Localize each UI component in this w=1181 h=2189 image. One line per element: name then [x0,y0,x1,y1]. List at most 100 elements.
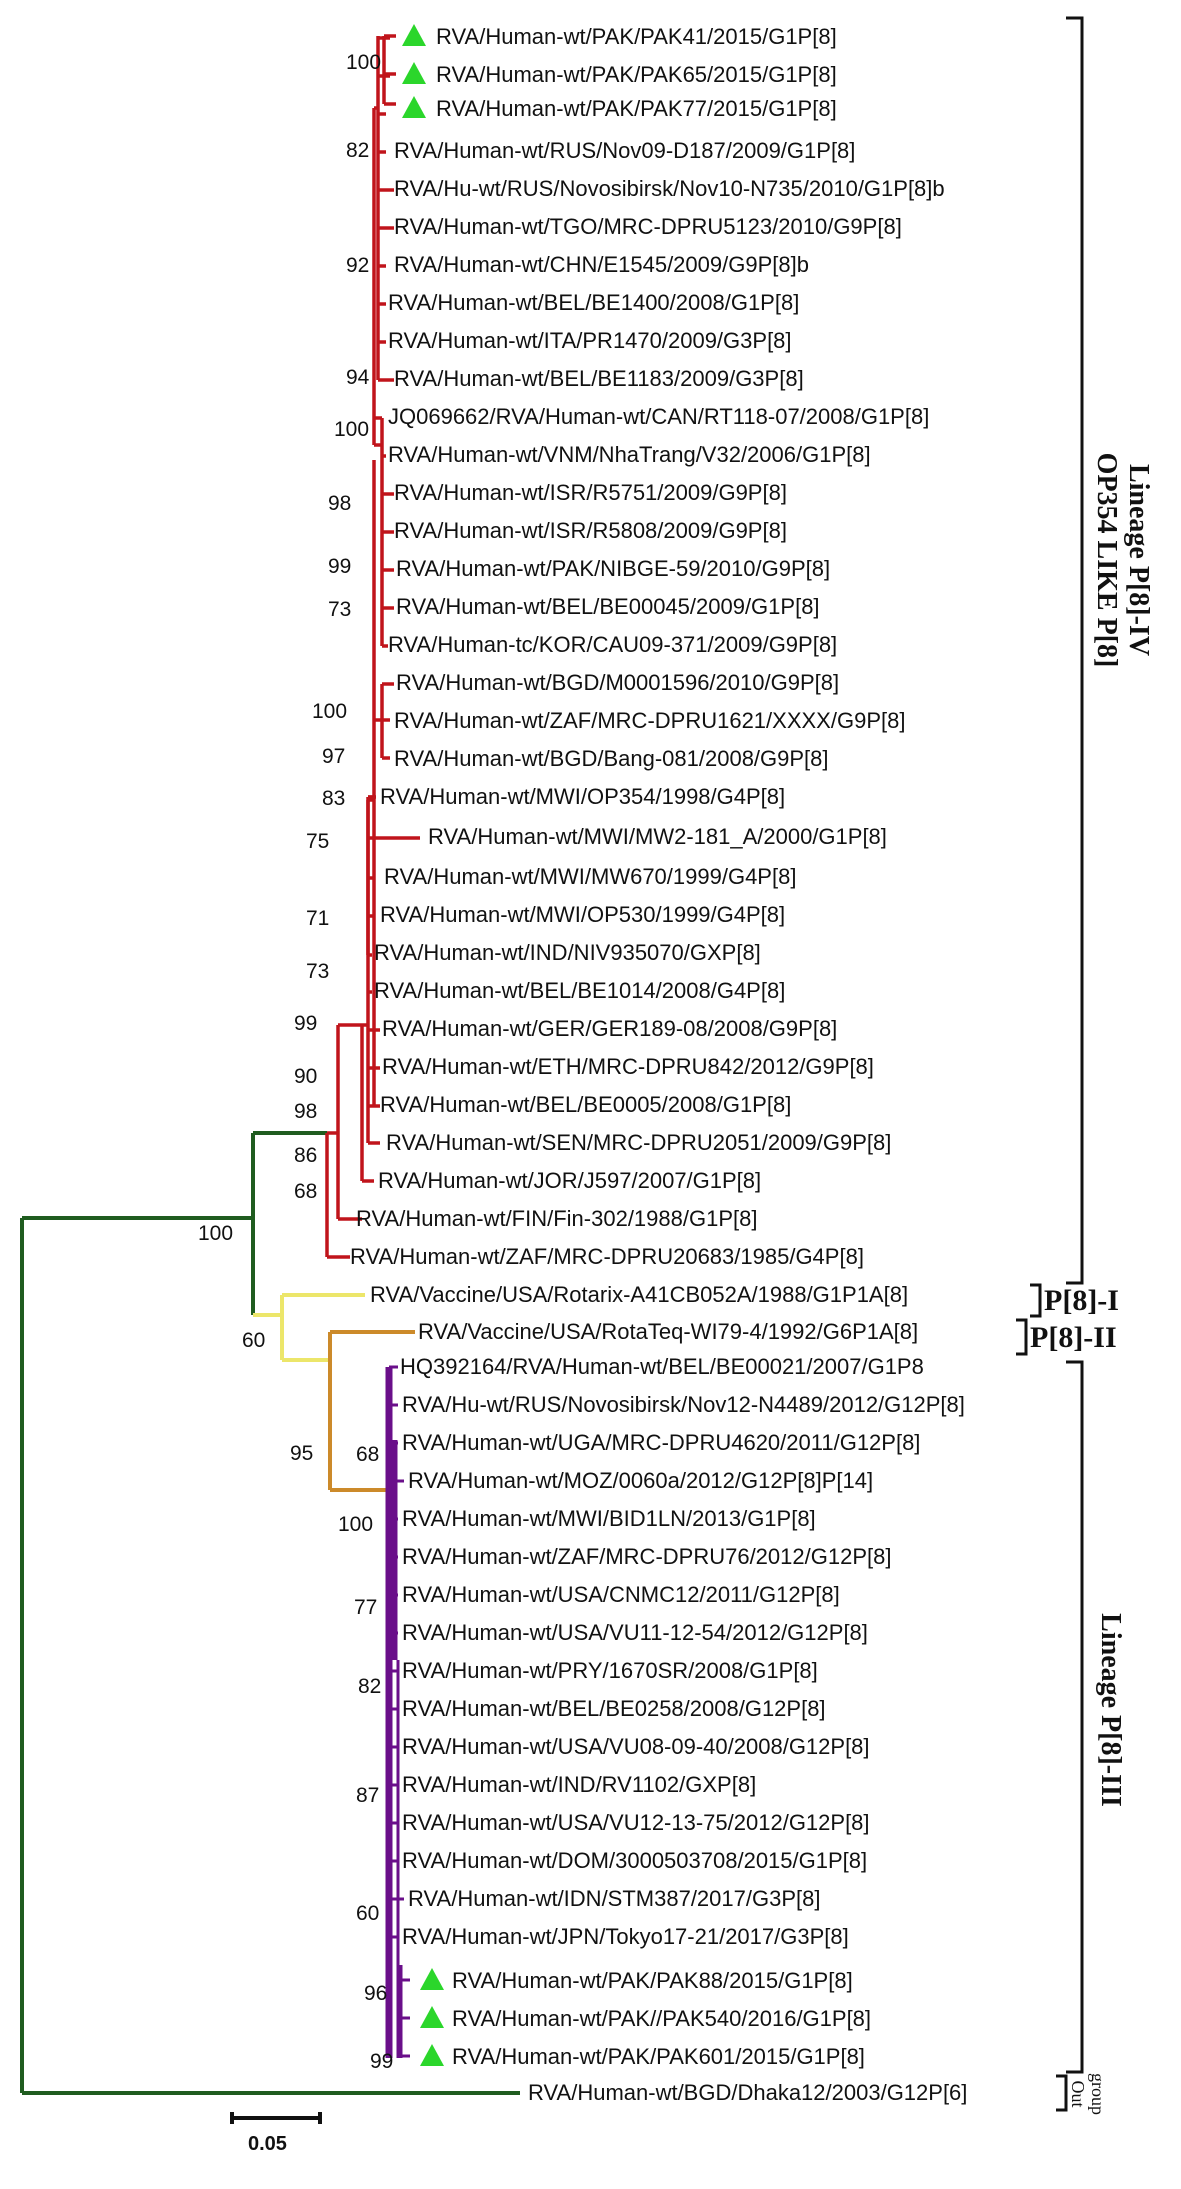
taxon-label: RVA/Vaccine/USA/Rotarix-A41CB052A/1988/G… [370,1282,908,1307]
bootstrap-value: 94 [346,366,370,389]
lineage-iii-branches [385,1365,410,2058]
bootstrap-value: 71 [306,907,329,930]
bootstrap-value: 60 [242,1329,265,1352]
triangle-marker-icon [420,2006,444,2028]
bootstrap-value: 92 [346,254,369,277]
bootstrap-value: 100 [346,51,381,74]
scale-bar-label: 0.05 [248,2133,287,2155]
taxon-label: RVA/Human-wt/BGD/M0001596/2010/G9P[8] [396,670,839,695]
taxon-label: RVA/Vaccine/USA/RotaTeq-WI79-4/1992/G6P1… [418,1319,918,1344]
taxon-label: RVA/Human-wt/MWI/OP354/1998/G4P[8] [380,784,785,809]
lineage-iv-branches [325,34,420,1259]
taxon-label: RVA/Human-wt/BEL/BE00045/2009/G1P[8] [396,594,820,619]
scale-bar: 0.05 [230,2112,322,2155]
taxon-label: RVA/Human-wt/PAK/NIBGE-59/2010/G9P[8] [396,556,830,581]
taxon-label: RVA/Human-tc/KOR/CAU09-371/2009/G9P[8] [388,632,837,657]
bootstrap-value: 98 [294,1100,317,1123]
bracket-lineage-ii [1016,1318,1028,1356]
taxon-label: RVA/Human-wt/ISR/R5751/2009/G9P[8] [394,480,787,505]
lineage-i-ii-branches [253,1293,415,1492]
taxon-label: RVA/Human-wt/PAK/PAK77/2015/G1P[8] [436,96,837,121]
taxon-label: RVA/Human-wt/UGA/MRC-DPRU4620/2011/G12P[… [402,1430,920,1455]
bootstrap-value: 95 [290,1442,313,1465]
taxon-label: JQ069662/RVA/Human-wt/CAN/RT118-07/2008/… [388,404,929,429]
bracket-lineage-i [1030,1283,1042,1318]
bootstrap-value: 90 [294,1065,317,1088]
taxon-label: RVA/Human-wt/CHN/E1545/2009/G9P[8]b [394,252,809,277]
bootstrap-value: 75 [306,830,329,853]
taxon-label: RVA/Human-wt/SEN/MRC-DPRU2051/2009/G9P[8… [386,1130,891,1155]
taxon-label: RVA/Human-wt/MWI/OP530/1999/G4P[8] [380,902,785,927]
bootstrap-value: 68 [294,1180,317,1203]
taxon-label: RVA/Human-wt/GER/GER189-08/2008/G9P[8] [382,1016,837,1041]
taxon-label: RVA/Human-wt/MWI/MW2-181_A/2000/G1P[8] [428,824,887,849]
taxon-label: RVA/Human-wt/JPN/Tokyo17-21/2017/G3P[8] [402,1924,849,1949]
taxon-label: RVA/Human-wt/DOM/3000503708/2015/G1P[8] [402,1848,867,1873]
taxon-label: RVA/Human-wt/ZAF/MRC-DPRU1621/XXXX/G9P[8… [394,708,905,733]
taxon-label: RVA/Hu-wt/RUS/Novosibirsk/Nov12-N4489/20… [402,1392,965,1417]
taxon-labels: RVA/Human-wt/PAK/PAK41/2015/G1P[8] RVA/H… [350,24,967,2105]
taxon-label: RVA/Human-wt/PAK/PAK41/2015/G1P[8] [436,24,837,49]
bootstrap-value: 98 [328,492,351,515]
bootstrap-value: 99 [294,1012,317,1035]
taxon-label: RVA/Human-wt/PAK/PAK88/2015/G1P[8] [452,1968,853,1993]
bootstrap-value: 87 [356,1784,379,1807]
bootstrap-value: 68 [356,1443,379,1466]
taxon-label: RVA/Human-wt/RUS/Nov09-D187/2009/G1P[8] [394,138,855,163]
taxon-label: RVA/Human-wt/JOR/J597/2007/G1P[8] [378,1168,761,1193]
clade-labels: Lineage P[8]-IV OP354 LIKE P[8] P[8]-I P… [1030,453,1154,2115]
bootstrap-value: 82 [358,1675,381,1698]
bootstrap-value: 100 [312,700,347,723]
bootstrap-value: 83 [322,787,345,810]
taxon-label: RVA/Human-wt/ISR/R5808/2009/G9P[8] [394,518,787,543]
taxon-label: RVA/Human-wt/USA/CNMC12/2011/G12P[8] [402,1582,840,1607]
bootstrap-value: 99 [370,2050,393,2073]
taxon-label: RVA/Human-wt/ZAF/MRC-DPRU20683/1985/G4P[… [350,1244,864,1269]
triangle-marker-icon [402,96,426,118]
taxon-label: RVA/Human-wt/TGO/MRC-DPRU5123/2010/G9P[8… [394,214,902,239]
taxon-label: RVA/Human-wt/USA/VU08-09-40/2008/G12P[8] [402,1734,870,1759]
study-strain-markers [402,24,444,2066]
triangle-marker-icon [402,62,426,84]
lineage-iv-sublabel: OP354 LIKE P[8] [1091,453,1122,668]
taxon-label: RVA/Human-wt/ZAF/MRC-DPRU76/2012/G12P[8] [402,1544,891,1569]
bootstrap-value: 60 [356,1902,379,1925]
lineage-i-label: P[8]-I [1044,1284,1119,1317]
root-branches [20,1131,520,2095]
taxon-label: RVA/Human-wt/MWI/MW670/1999/G4P[8] [384,864,796,889]
lineage-iv-label: Lineage P[8]-IV [1123,464,1154,656]
bootstrap-value: 100 [198,1222,233,1245]
taxon-label: RVA/Human-wt/MWI/BID1LN/2013/G1P[8] [402,1506,816,1531]
bootstrap-value: 82 [346,139,369,162]
taxon-label: RVA/Hu-wt/RUS/Novosibirsk/Nov10-N735/201… [394,176,945,201]
bracket-outgroup [1056,2074,1068,2112]
lineage-ii-label: P[8]-II [1030,1321,1117,1354]
bootstrap-value: 100 [338,1513,373,1536]
taxon-label: RVA/Human-wt/PRY/1670SR/2008/G1P[8] [402,1658,818,1683]
bootstrap-value: 96 [364,1982,387,2005]
taxon-label: RVA/Human-wt/BEL/BE1183/2009/G3P[8] [394,366,804,391]
bootstrap-value: 100 [334,418,369,441]
taxon-label: RVA/Human-wt/FIN/Fin-302/1988/G1P[8] [356,1206,757,1231]
taxon-label: RVA/Human-wt/PAK/PAK65/2015/G1P[8] [436,62,837,87]
taxon-label: RVA/Human-wt/BEL/BE1400/2008/G1P[8] [388,290,799,315]
taxon-label: RVA/Human-wt/IDN/STM387/2017/G3P[8] [408,1886,820,1911]
bootstrap-value: 86 [294,1144,317,1167]
bootstrap-values: 100 82 92 94 100 98 99 73 100 97 83 75 7… [198,51,393,2073]
taxon-label: RVA/Human-wt/IND/NIV935070/GXP[8] [374,940,761,965]
triangle-marker-icon [420,2044,444,2066]
taxon-label: RVA/Human-wt/PAK/PAK601/2015/G1P[8] [452,2044,865,2069]
taxon-label: RVA/Human-wt/IND/RV1102/GXP[8] [402,1772,756,1797]
taxon-label: RVA/Human-wt/MOZ/0060a/2012/G12P[8]P[14] [408,1468,873,1493]
bootstrap-value: 73 [306,960,329,983]
taxon-label: RVA/Human-wt/USA/VU12-13-75/2012/G12P[8] [402,1810,870,1835]
lineage-iii-label: Lineage P[8]-III [1095,1613,1126,1807]
bootstrap-value: 77 [354,1596,377,1619]
clade-brackets [1016,16,1084,2112]
taxon-label: RVA/Human-wt/ITA/PR1470/2009/G3P[8] [388,328,792,353]
triangle-marker-icon [402,24,426,46]
taxon-label: RVA/Human-wt/BEL/BE0258/2008/G12P[8] [402,1696,826,1721]
taxon-label: RVA/Human-wt/ETH/MRC-DPRU842/2012/G9P[8] [382,1054,874,1079]
bootstrap-value: 99 [328,555,351,578]
